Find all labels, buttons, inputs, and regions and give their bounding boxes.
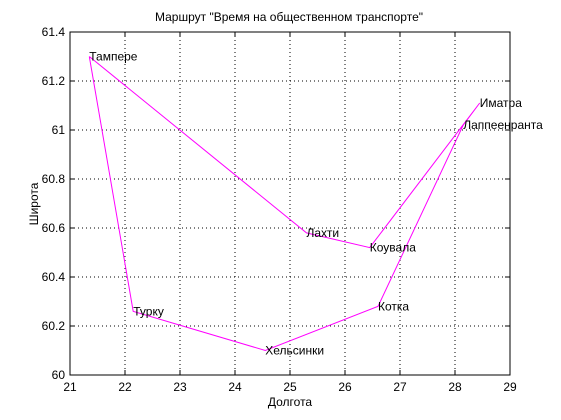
- x-tick-label: 28: [448, 380, 462, 394]
- x-tick-label: 27: [393, 380, 407, 394]
- point-labels: Тампере Лахти Коувала Иматра Лаппеенранта Кот…: [89, 50, 543, 358]
- point-label: Хельсинки: [265, 344, 324, 358]
- y-tick-label: 60: [52, 368, 66, 382]
- route-series-line: [88, 56, 481, 352]
- point-label: Лахти: [307, 226, 340, 240]
- chart-title: Маршрут "Время на общественном транспорт…: [155, 10, 423, 24]
- y-tick-label: 60.2: [42, 319, 66, 333]
- x-ticks: 21 22 23 24 25 26 27 28 29: [63, 32, 517, 394]
- x-tick-label: 29: [503, 380, 517, 394]
- x-tick-label: 23: [173, 380, 187, 394]
- point-label: Коувала: [370, 241, 416, 255]
- y-tick-label: 60.6: [42, 221, 66, 235]
- point-label: Тампере: [89, 50, 138, 64]
- y-tick-label: 61.4: [42, 25, 66, 39]
- x-tick-label: 22: [118, 380, 132, 394]
- x-tick-label: 21: [63, 380, 77, 394]
- x-tick-label: 26: [338, 380, 352, 394]
- plot-area: [70, 32, 510, 375]
- y-tick-label: 61.2: [42, 74, 66, 88]
- x-axis-label: Долгота: [268, 395, 313, 409]
- point-label: Лаппеенранта: [463, 118, 543, 132]
- y-ticks: 60 60.2 60.4 60.6 60.8 61 61.2 61.4: [42, 25, 510, 382]
- y-tick-label: 61: [52, 123, 66, 137]
- point-label: Турку: [133, 304, 164, 318]
- x-tick-label: 24: [228, 380, 242, 394]
- y-tick-label: 60.8: [42, 172, 66, 186]
- point-label: Котка: [378, 299, 409, 313]
- point-label: Иматра: [480, 96, 522, 110]
- grid-lines: [70, 32, 510, 375]
- x-tick-label: 25: [283, 380, 297, 394]
- y-tick-label: 60.4: [42, 270, 66, 284]
- y-axis-label: Широта: [27, 182, 41, 225]
